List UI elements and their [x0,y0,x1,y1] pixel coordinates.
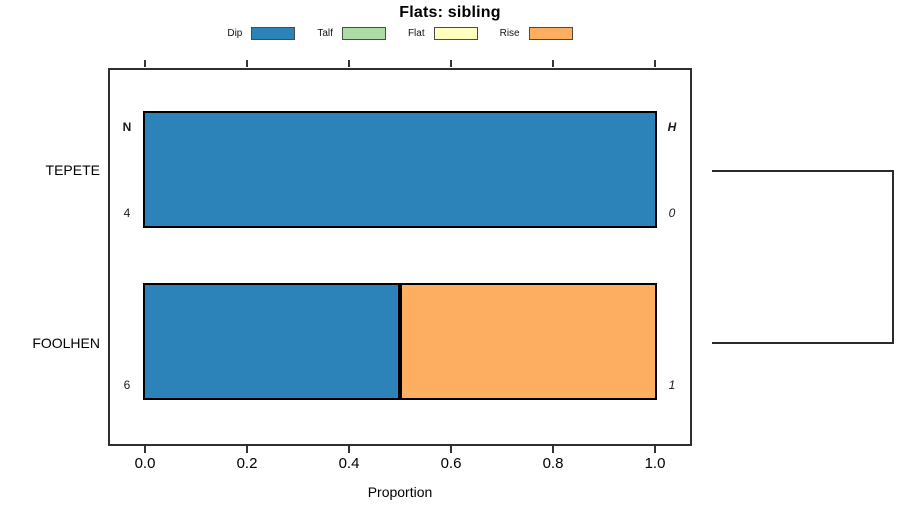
legend-item-rise: Rise [499,26,573,40]
legend-label-talf: Talf [317,27,333,39]
legend-item-flat: Flat [407,26,478,40]
legend-label-flat: Flat [407,27,425,39]
cluster-bracket-top-line [712,170,894,172]
cluster-bracket-bottom-line [712,342,894,344]
n-header: N [122,120,132,134]
x-axis-tick-bottom-0.6 [450,446,452,453]
legend: Dip Talf Flat Rise [110,25,690,41]
x-tick-label-0: 0.0 [134,455,156,472]
x-axis-tick-bottom-0.2 [246,446,248,453]
h-value-foolhen: 1 [668,378,676,392]
x-axis-tick-bottom-0.8 [552,446,554,453]
legend-swatch-dip [251,26,296,40]
x-axis-title: Proportion [367,484,433,500]
x-tick-label-5: 1.0 [644,455,666,472]
bar-row-foolhen [143,283,657,400]
chart-title: Flats: sibling [399,4,501,21]
x-axis-tick-top-0.8 [552,60,554,67]
legend-swatch-rise [528,26,573,40]
x-axis-tick-bottom-0.4 [348,446,350,453]
category-label-foolhen: FOOLHEN [32,335,100,351]
n-value-foolhen: 6 [123,378,131,392]
x-tick-label-3: 0.6 [440,455,462,472]
legend-label-dip: Dip [227,27,243,39]
legend-label-rise: Rise [499,27,520,39]
x-axis-tick-top-0.6 [450,60,452,67]
h-value-tepete: 0 [668,206,676,220]
bar-row-tepete [143,111,657,228]
x-axis-tick-bottom-1.0 [654,446,656,453]
legend-item-talf: Talf [317,26,386,40]
x-axis-tick-top-0.4 [348,60,350,67]
bar-segment-rise [400,283,657,400]
x-tick-label-1: 0.2 [236,455,258,472]
h-header: H [667,120,677,134]
x-tick-label-4: 0.8 [542,455,564,472]
x-tick-label-2: 0.4 [338,455,360,472]
x-axis-tick-top-0.0 [144,60,146,67]
x-axis-tick-top-0.2 [246,60,248,67]
bar-segment-dip [143,111,657,228]
legend-swatch-talf [341,26,386,40]
bar-segment-dip [143,283,400,400]
category-label-tepete: TEPETE [45,162,100,178]
legend-item-dip: Dip [227,26,296,40]
n-value-tepete: 4 [123,206,131,220]
x-axis-tick-bottom-0.0 [144,446,146,453]
cluster-bracket-vertical-line [892,170,894,344]
legend-swatch-flat [433,26,478,40]
x-axis-tick-top-1.0 [654,60,656,67]
